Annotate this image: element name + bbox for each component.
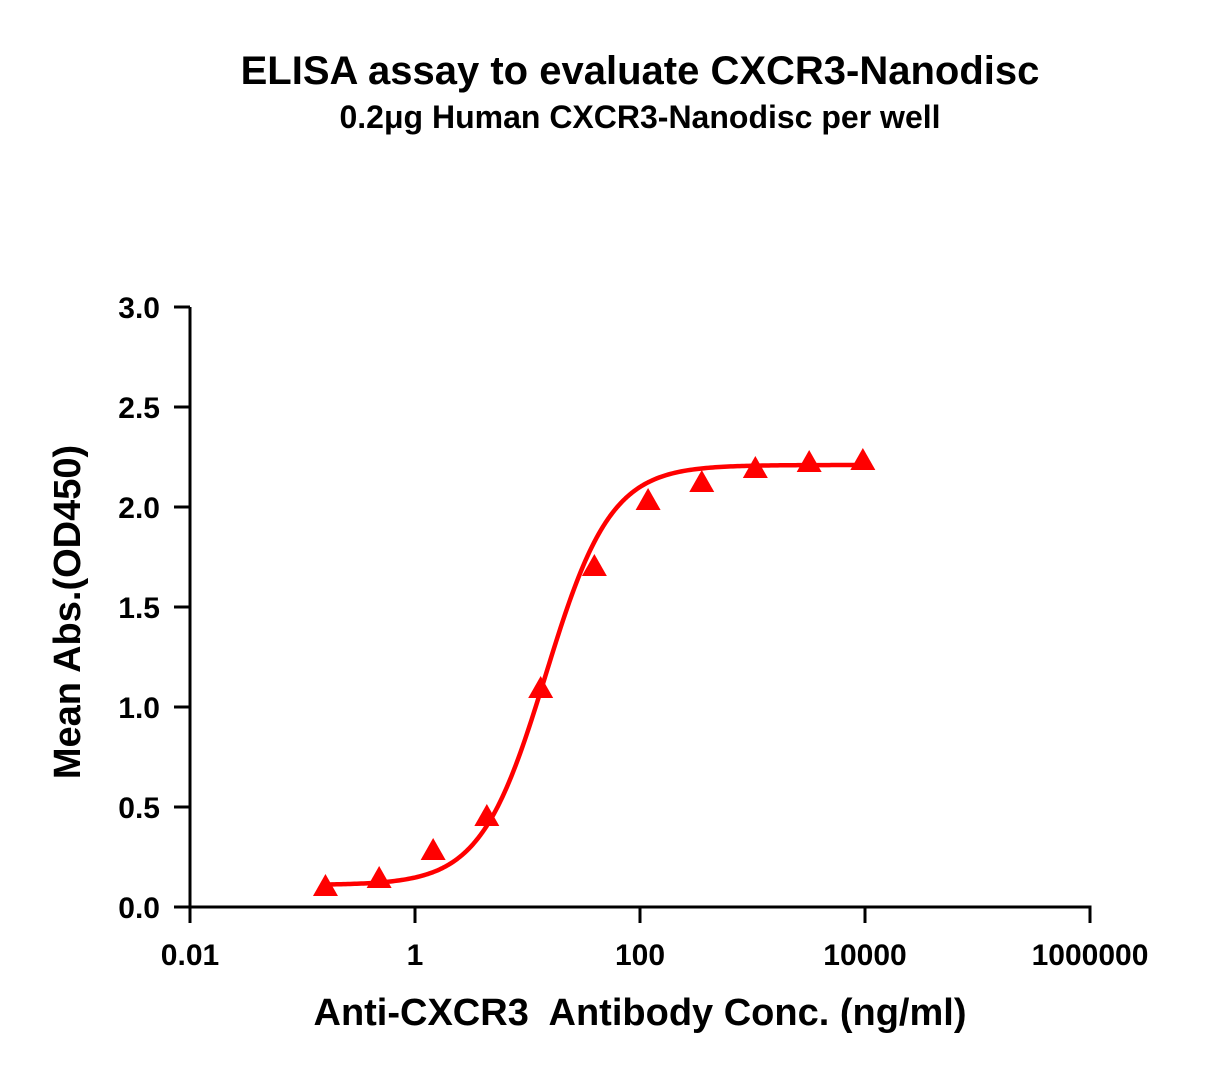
y-tick-label: 0.5 xyxy=(118,792,160,825)
fit-curve xyxy=(323,462,866,887)
data-point xyxy=(635,488,661,510)
data-point xyxy=(850,448,876,470)
y-axis-label: Mean Abs.(OD450) xyxy=(47,445,89,779)
x-tick-label: 100 xyxy=(615,939,665,972)
data-point xyxy=(528,676,554,698)
x-axis-label: Anti-CXCR3 Antibody Conc. (ng/ml) xyxy=(314,992,967,1034)
data-point xyxy=(796,450,822,472)
data-points-layer xyxy=(312,448,876,896)
y-tick-label: 1.0 xyxy=(118,692,160,725)
x-tick-label: 10000 xyxy=(823,939,906,972)
x-tick-label: 1 xyxy=(407,939,424,972)
y-axis: 0.0 0.5 1.0 1.5 2.0 2.5 3.0 xyxy=(118,292,192,925)
data-point xyxy=(366,866,392,888)
fit-curve-layer xyxy=(323,462,866,887)
data-point xyxy=(581,554,607,576)
x-tick-label: 1000000 xyxy=(1032,939,1149,972)
y-tick-label: 2.5 xyxy=(118,392,160,425)
y-tick-label: 0.0 xyxy=(118,892,160,925)
chart-title: ELISA assay to evaluate CXCR3-Nanodisc xyxy=(241,49,1040,93)
data-point xyxy=(474,804,500,826)
data-point xyxy=(420,838,446,860)
y-tick-label: 2.0 xyxy=(118,492,160,525)
y-tick-label: 3.0 xyxy=(118,292,160,325)
x-axis: 0.01 1 100 10000 1000000 xyxy=(161,905,1149,972)
y-tick-label: 1.5 xyxy=(118,592,160,625)
data-point xyxy=(312,874,338,896)
chart-subtitle: 0.2μg Human CXCR3-Nanodisc per well xyxy=(339,99,940,135)
data-point xyxy=(689,470,715,492)
data-point xyxy=(742,456,768,478)
x-tick-label: 0.01 xyxy=(161,939,219,972)
